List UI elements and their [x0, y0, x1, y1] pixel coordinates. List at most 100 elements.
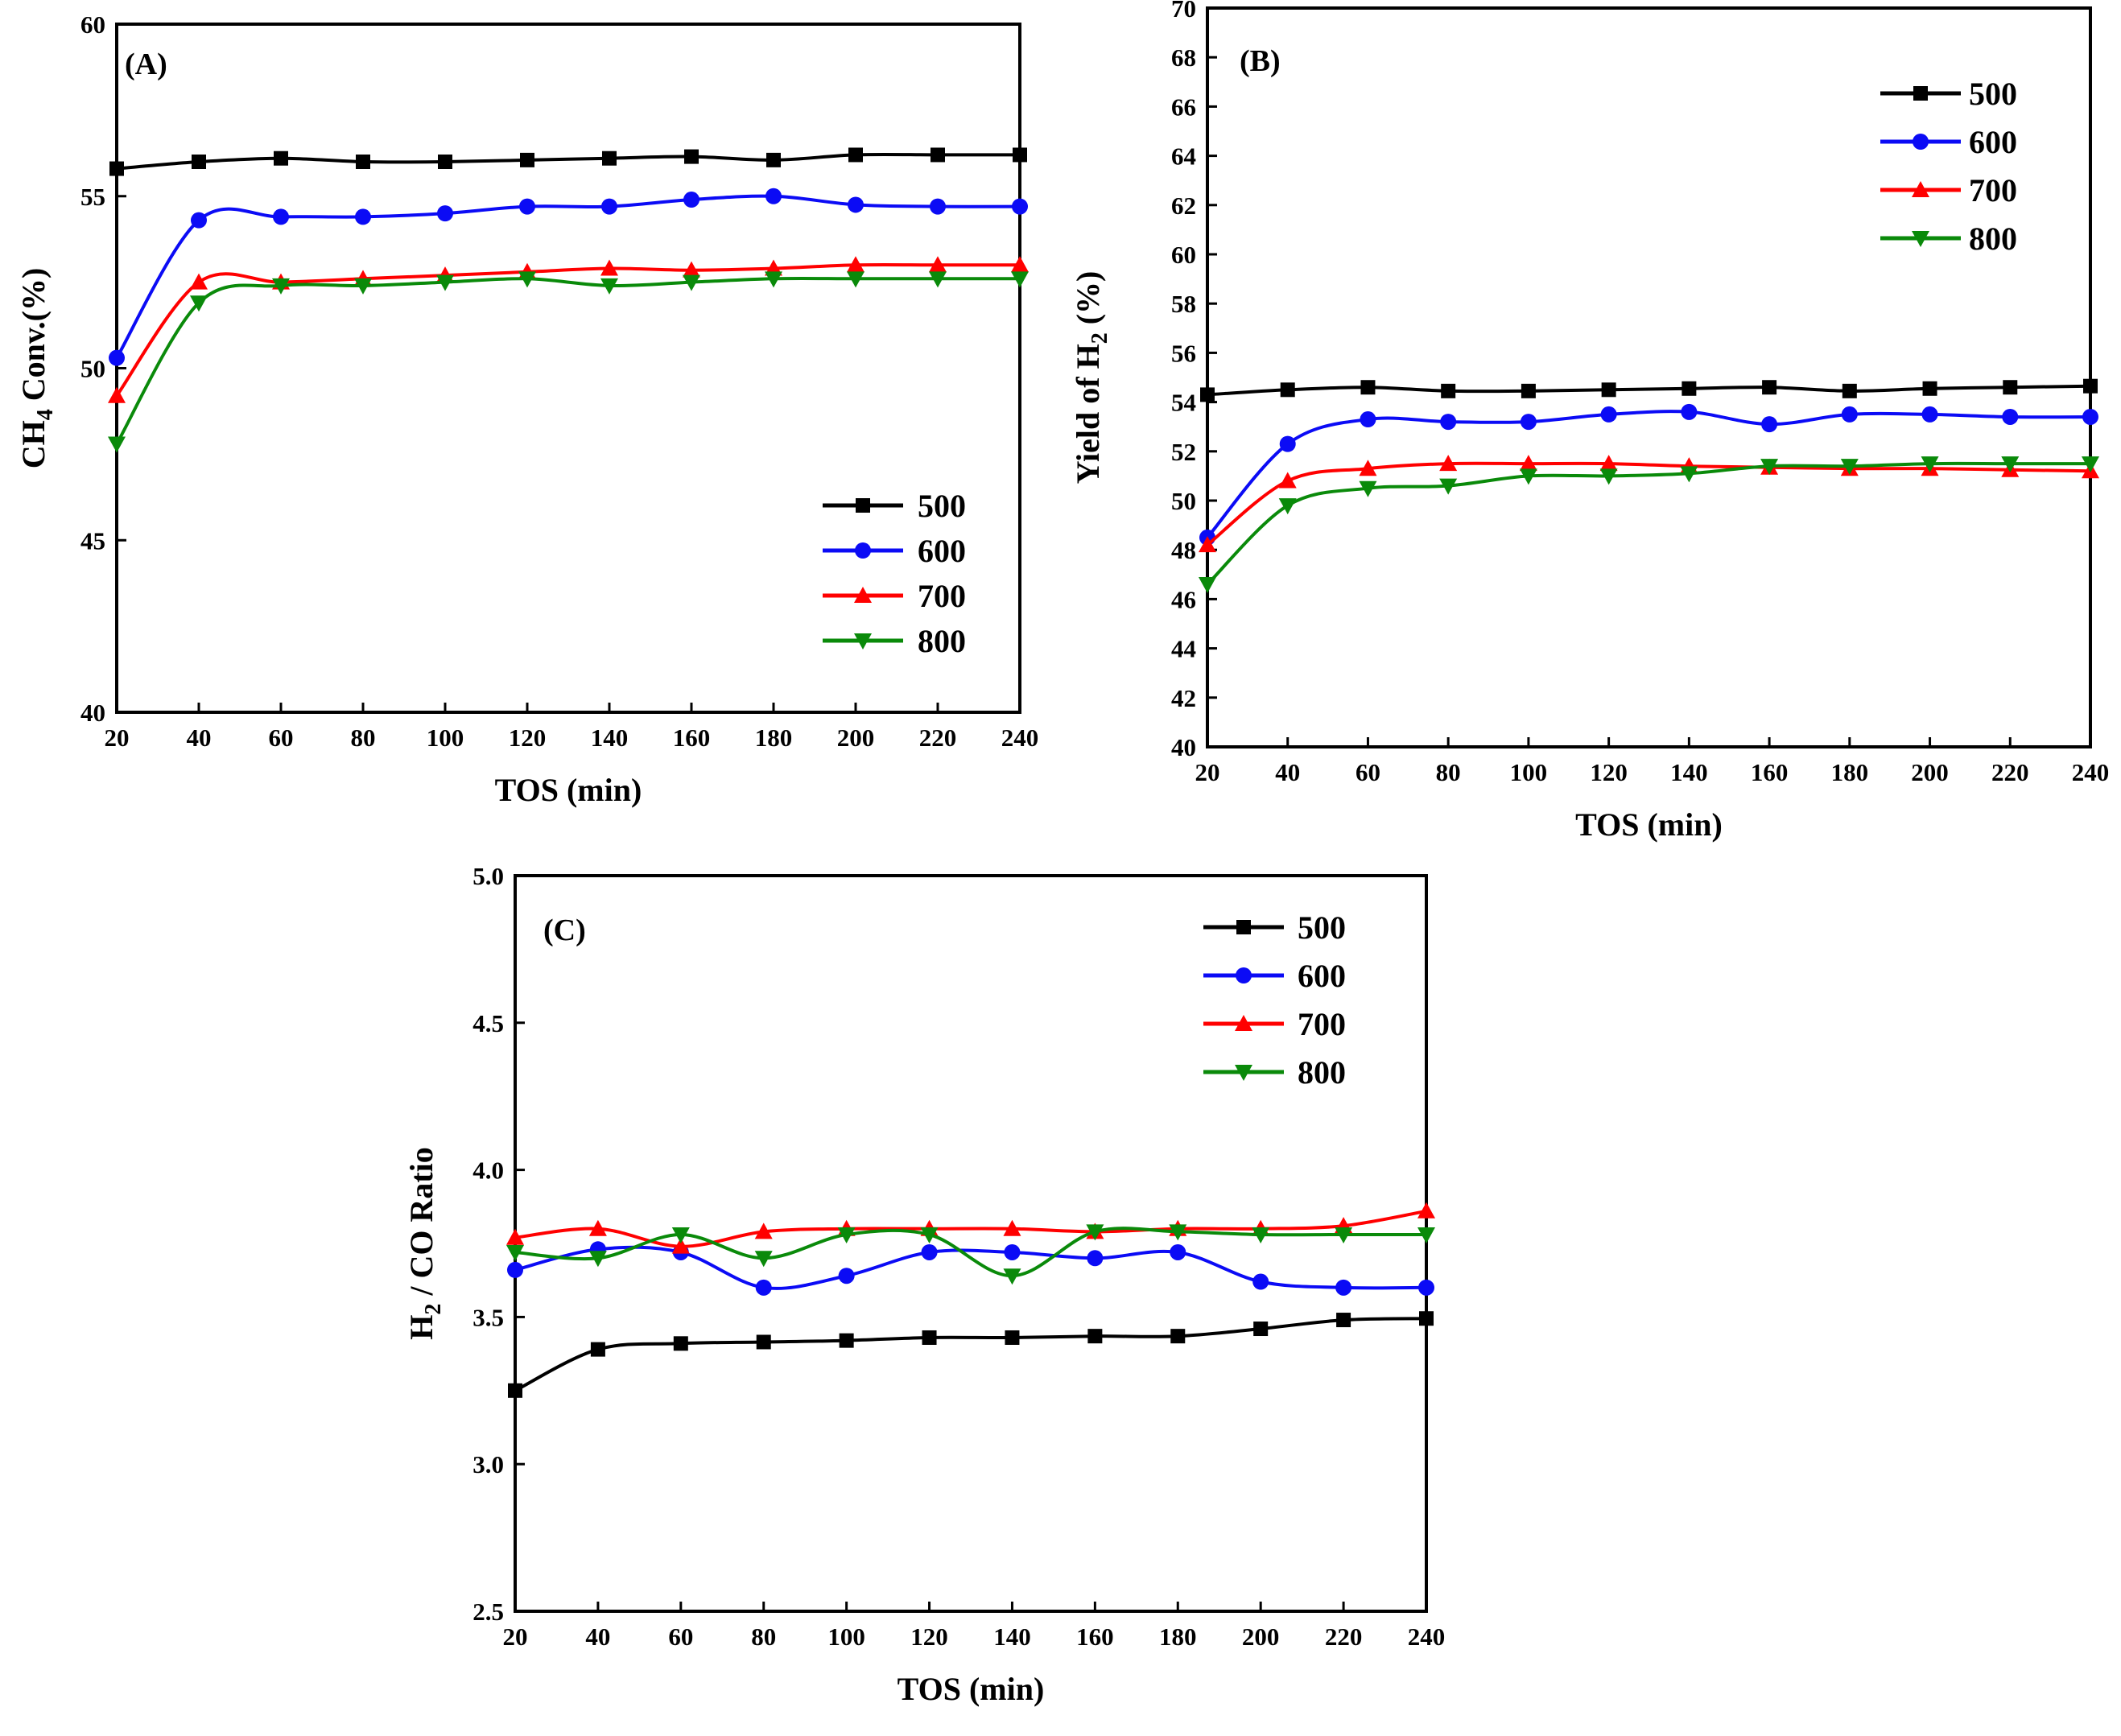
- y-tick-label: 60: [1171, 241, 1196, 269]
- x-tick-label: 20: [503, 1623, 528, 1651]
- x-tick-label: 120: [910, 1623, 948, 1651]
- plot-frame: [115, 23, 1021, 714]
- y-tick-label: 44: [1171, 635, 1196, 663]
- data-point: [1682, 381, 1697, 396]
- data-point: [1199, 536, 1216, 553]
- chart-panel-c: 20 40 60 80 100 120 140 160 180 200 220 240 2.5 3.0 3.…: [403, 862, 1445, 1707]
- data-point: [765, 271, 782, 288]
- series-800: [108, 271, 1029, 453]
- series-line: [116, 152, 1020, 171]
- data-point: [1335, 1227, 1353, 1244]
- data-point: [1004, 1243, 1021, 1260]
- data-point: [683, 274, 700, 291]
- series-700: [506, 1202, 1435, 1254]
- data-point: [848, 196, 864, 213]
- data-point: [754, 1251, 773, 1268]
- x-tick-label: 40: [585, 1623, 610, 1651]
- legend-marker: [1913, 86, 1928, 101]
- data-point: [506, 1228, 524, 1245]
- legend-entry-800: 800: [1880, 221, 2017, 257]
- series-line: [115, 276, 1020, 445]
- legend-label: 700: [1298, 1006, 1346, 1042]
- data-point: [1681, 403, 1698, 420]
- data-point: [929, 271, 947, 288]
- series-600: [507, 1241, 1434, 1296]
- data-point: [2001, 456, 2020, 473]
- plot-frame: [1206, 6, 2092, 748]
- x-tick-label: 20: [105, 724, 130, 752]
- y-tick-label: 48: [1171, 536, 1196, 564]
- data-point: [1012, 198, 1028, 215]
- data-point: [839, 1333, 854, 1348]
- legend-entry-700: 700: [1880, 172, 2017, 208]
- data-point: [190, 273, 208, 290]
- data-point: [756, 1334, 771, 1350]
- y-axis-label: CH4 Conv.(%): [15, 268, 58, 469]
- data-point: [1922, 381, 1937, 396]
- data-point: [673, 1336, 688, 1351]
- data-point: [1279, 435, 1296, 452]
- data-point: [2082, 408, 2098, 425]
- x-tick-label: 240: [1001, 724, 1039, 752]
- data-point: [355, 208, 371, 225]
- legend-marker: [1912, 181, 1929, 197]
- y-tick-label: 70: [1171, 0, 1196, 23]
- data-point: [1359, 460, 1377, 476]
- x-tick-label: 200: [1911, 758, 1949, 786]
- y-tick-label: 55: [80, 183, 105, 211]
- data-point: [1419, 1311, 1434, 1326]
- data-point: [273, 208, 289, 225]
- legend-marker: [1236, 920, 1251, 934]
- data-point: [684, 149, 699, 164]
- legend-label: 500: [1969, 76, 2017, 112]
- x-tick-label: 220: [919, 724, 957, 752]
- data-point: [519, 198, 535, 215]
- data-point: [602, 151, 617, 166]
- legend-entry-600: 600: [823, 533, 966, 569]
- data-point: [1169, 1224, 1187, 1241]
- legend-entry-800: 800: [1203, 1054, 1346, 1091]
- data-point: [1336, 1313, 1351, 1328]
- y-tick-label: 58: [1171, 290, 1196, 318]
- data-point: [601, 198, 617, 215]
- legend-entry-500: 500: [1203, 909, 1346, 946]
- y-tick-label: 42: [1171, 684, 1196, 712]
- data-point: [683, 261, 700, 278]
- data-point: [929, 256, 947, 273]
- panel-label: (C): [543, 913, 586, 947]
- x-tick-label: 60: [668, 1623, 693, 1651]
- data-point: [1011, 256, 1029, 273]
- legend-entry-600: 600: [1203, 958, 1346, 994]
- y-axis-label-subscript: 4: [33, 409, 58, 420]
- data-point: [2082, 456, 2099, 473]
- data-point: [1519, 455, 1537, 472]
- y-tick-label: 40: [1171, 733, 1196, 761]
- data-point: [356, 155, 370, 169]
- legend-label: 600: [1969, 124, 2017, 160]
- series-700: [1199, 455, 2099, 553]
- data-point: [1252, 1227, 1270, 1244]
- series-line: [1206, 461, 2090, 586]
- y-axis-label: H2 / CO Ratio: [403, 1147, 446, 1340]
- x-tick-label: 180: [1159, 1623, 1197, 1651]
- data-point: [1011, 271, 1029, 288]
- chart-panel-b: 20 40 60 80 100 120 140 160 180 200 220 24040424446…: [1070, 0, 2109, 843]
- series-600: [109, 188, 1028, 366]
- x-tick-label: 20: [1195, 758, 1220, 786]
- data-point: [438, 155, 452, 169]
- data-point: [920, 1227, 939, 1244]
- y-tick-label: 68: [1171, 43, 1196, 72]
- series-500: [109, 147, 1027, 176]
- data-point: [354, 278, 372, 295]
- x-tick-label: 140: [1670, 758, 1708, 786]
- legend-label: 700: [1969, 172, 2017, 208]
- y-tick-label: 45: [80, 526, 105, 555]
- x-tick-label: 80: [751, 1623, 776, 1651]
- data-point: [109, 161, 124, 176]
- panel-label: (A): [125, 47, 167, 81]
- panel-label: (B): [1240, 44, 1281, 78]
- data-point: [108, 436, 126, 453]
- legend-entry-800: 800: [823, 623, 966, 659]
- series-500: [508, 1311, 1434, 1398]
- x-tick-label: 100: [827, 1623, 865, 1651]
